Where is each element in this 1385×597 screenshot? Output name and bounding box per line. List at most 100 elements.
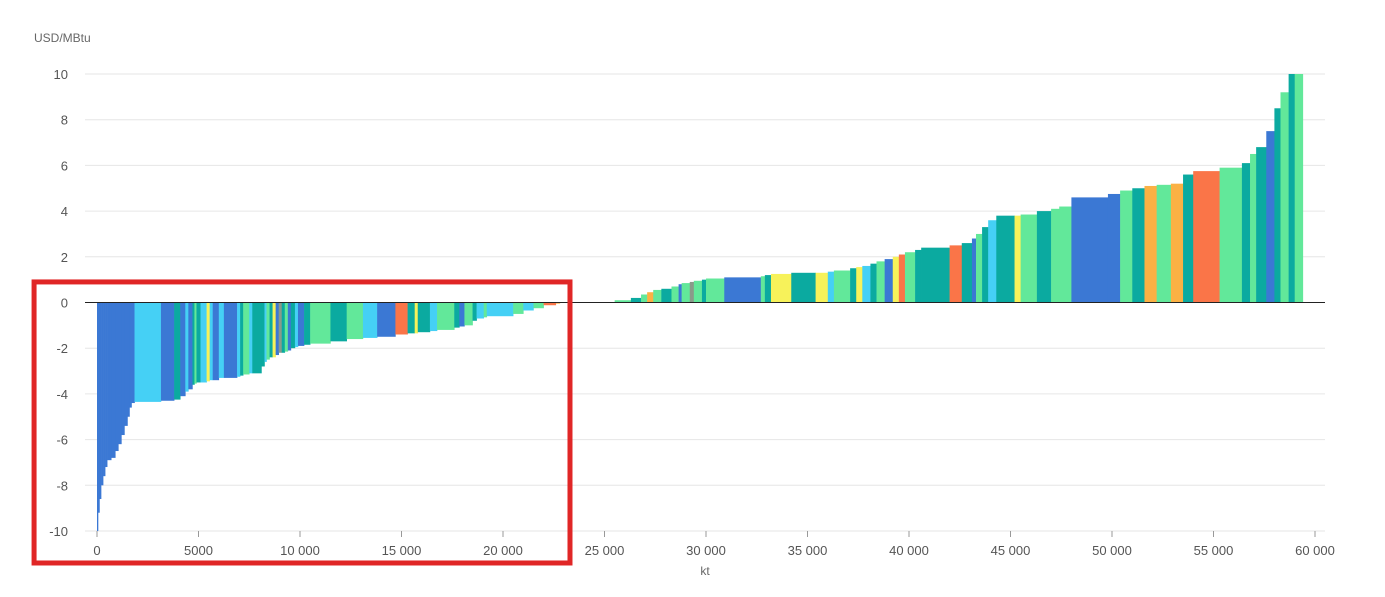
cost-bar [1183, 174, 1194, 303]
cost-bar [671, 286, 679, 303]
cost-bar [1219, 167, 1243, 303]
cost-bar [103, 302, 106, 477]
cost-bar [160, 302, 175, 401]
cost-bar [115, 302, 119, 452]
cost-bar [975, 233, 983, 303]
cost-bar [706, 278, 725, 303]
cost-bar [483, 302, 488, 318]
cost-bar [261, 302, 265, 367]
cost-bar [904, 252, 916, 303]
x-tick-label: 10 000 [280, 543, 320, 558]
cost-bar [111, 302, 116, 458]
cost-bar [97, 302, 99, 531]
cost-bar [294, 302, 299, 348]
cost-bar [98, 302, 100, 513]
cost-bar [1107, 193, 1121, 303]
cost-bar [513, 302, 524, 314]
cost-bar [346, 302, 364, 340]
cost-bar [1020, 214, 1038, 303]
x-tick-label: 60 000 [1295, 543, 1335, 558]
cost-bar [188, 302, 193, 390]
cost-bar [892, 256, 900, 303]
cost-bar [121, 302, 125, 436]
cost-bar [206, 302, 210, 382]
cost-bar [180, 302, 186, 397]
x-tick-label: 25 000 [585, 543, 625, 558]
y-tick-label: 0 [61, 296, 68, 311]
cost-bar [278, 302, 283, 353]
cost-bar [464, 302, 473, 326]
cost-bar [330, 302, 347, 342]
cost-bar [1051, 208, 1060, 303]
cost-bar [856, 267, 863, 303]
cost-bar [850, 268, 857, 303]
cost-bar [681, 283, 691, 303]
x-tick-label: 30 000 [686, 543, 726, 558]
cost-bar [661, 288, 672, 303]
cost-bar [1014, 215, 1021, 303]
cost-bar [124, 302, 128, 426]
cost-bar [252, 302, 262, 374]
x-tick-label: 5000 [184, 543, 213, 558]
cost-bar [1288, 74, 1295, 303]
x-tick-label: 0 [93, 543, 100, 558]
x-tick-label: 40 000 [889, 543, 929, 558]
cost-bar [129, 302, 132, 408]
cost-bar [961, 243, 973, 303]
cost-bar [237, 302, 241, 377]
cost-bar [240, 302, 244, 376]
x-tick-label: 45 000 [991, 543, 1031, 558]
cost-bar [407, 302, 415, 334]
cost-bar [194, 302, 197, 384]
cost-bar [196, 302, 201, 383]
cost-bar [1241, 163, 1251, 303]
cost-bar [898, 254, 906, 303]
cost-bar [921, 247, 950, 303]
cost-bar [212, 302, 220, 381]
cost-bar [459, 302, 465, 327]
y-tick-label: -10 [49, 524, 68, 539]
y-axis-label: USD/MBtu [34, 31, 91, 45]
cost-bar [310, 302, 331, 344]
cost-bar [395, 302, 408, 335]
cost-bar [971, 238, 977, 303]
cost-bar [243, 302, 250, 375]
x-tick-label: 20 000 [483, 543, 523, 558]
cost-bar [223, 302, 238, 378]
cost-bar [118, 302, 122, 445]
cost-bar [1059, 206, 1072, 303]
x-axis-ticks: 0 5000 10 000 15 000 20 000 25 000 30 000 35 00… [93, 531, 1335, 558]
cost-bar [209, 302, 214, 381]
cost-bar [614, 300, 632, 303]
cost-bar [249, 302, 253, 374]
x-tick-label: 15 000 [382, 543, 422, 558]
cost-bar [476, 302, 485, 319]
cost-bar [284, 302, 289, 352]
cost-bar [437, 302, 455, 330]
x-tick-label: 50 000 [1092, 543, 1132, 558]
cost-bar [1036, 211, 1052, 303]
cost-bar [1120, 190, 1133, 303]
cost-bar [362, 302, 378, 338]
cost-bar [1274, 108, 1281, 303]
cost-bar [764, 275, 772, 303]
cost-bar [760, 276, 766, 303]
y-tick-label: 2 [61, 250, 68, 265]
cost-bar [1156, 184, 1172, 303]
cost-bar [915, 249, 922, 303]
cost-bar [134, 302, 162, 402]
cost-bar [1193, 171, 1220, 303]
cost-bar [1294, 74, 1304, 303]
cost-bar [641, 294, 648, 303]
y-tick-label: -4 [56, 387, 68, 402]
cost-bar [653, 289, 662, 303]
cost-bar [724, 277, 762, 303]
cost-bar [192, 302, 195, 385]
cost-bar [264, 302, 267, 362]
cost-bar [1280, 92, 1289, 303]
y-tick-label: -8 [56, 478, 68, 493]
cost-bar [472, 302, 477, 321]
cost-bar [429, 302, 438, 332]
cost-bar [377, 302, 396, 337]
